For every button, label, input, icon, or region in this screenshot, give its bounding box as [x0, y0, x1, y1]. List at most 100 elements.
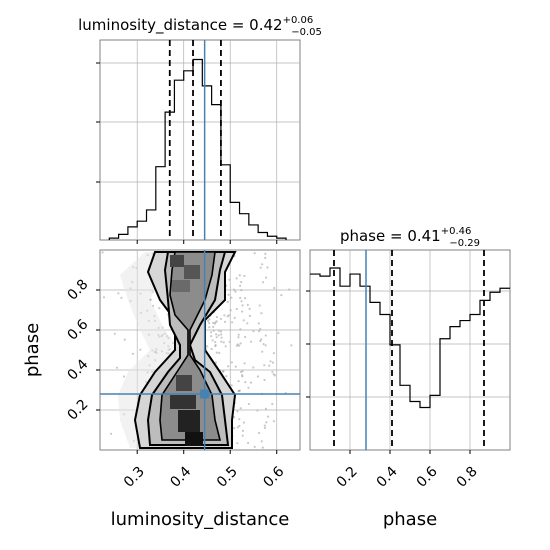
x-tick-label: 0.4	[167, 464, 194, 491]
sample-point	[239, 407, 242, 410]
sample-point	[240, 370, 243, 374]
sample-point	[277, 331, 280, 335]
sample-point	[241, 304, 244, 307]
sample-point	[262, 343, 265, 346]
sample-point	[248, 307, 251, 310]
sample-point	[238, 424, 241, 428]
sample-point	[235, 344, 238, 347]
sample-point	[238, 418, 241, 421]
sample-point	[263, 426, 267, 430]
sample-point	[158, 307, 161, 310]
sample-point	[236, 442, 239, 445]
phase-histogram-panel: 0.2 0.4 0.6 0.8 phase = 0.41+0.46 −0.29 phas…	[306, 226, 511, 530]
sample-point	[113, 332, 116, 335]
sample-point	[264, 276, 268, 279]
sample-point	[253, 445, 256, 448]
sample-point	[259, 339, 262, 343]
sample-point	[208, 318, 211, 321]
sample-point	[280, 294, 283, 297]
sample-point	[247, 386, 250, 389]
sample-point	[264, 252, 267, 255]
sample-point	[264, 344, 267, 347]
sample-point	[272, 352, 275, 355]
sample-point	[230, 384, 233, 387]
sample-point	[227, 293, 230, 296]
sample-point	[247, 441, 250, 445]
y-tick-label: 0.8	[64, 276, 91, 303]
x-tick-label: 0.2	[334, 464, 361, 491]
sample-point	[226, 315, 229, 318]
sample-point	[123, 375, 126, 378]
density-2d-panel: 0.3 0.4 0.5 0.6 0.2 0.4 0.6 0.8 luminosity_dist…	[22, 249, 301, 530]
hist-ticks	[96, 62, 278, 244]
sample-point	[266, 266, 269, 269]
sample-point	[214, 341, 217, 344]
sample-point	[226, 300, 229, 304]
sample-point	[222, 341, 225, 344]
y-axis-label-phase: phase	[22, 323, 43, 377]
x-tick-label: 0.8	[454, 464, 481, 491]
sample-point	[243, 362, 246, 365]
sample-point	[236, 426, 239, 429]
sample-point	[269, 360, 272, 363]
sample-point	[232, 416, 236, 419]
sample-point	[230, 296, 233, 299]
sample-point	[220, 336, 223, 339]
sample-point	[123, 338, 126, 341]
sample-point	[246, 303, 249, 306]
sample-point	[233, 427, 236, 430]
sample-point	[258, 304, 261, 307]
sample-point	[246, 322, 249, 325]
sample-point	[210, 331, 213, 334]
sample-point	[271, 402, 274, 406]
sample-point	[215, 333, 218, 336]
sample-point	[120, 296, 123, 299]
sample-point	[256, 375, 259, 378]
sample-point	[227, 365, 230, 368]
sample-point	[212, 321, 215, 324]
x-axis-label-phase: phase	[383, 509, 437, 530]
histogram-step-line	[108, 58, 287, 240]
sample-point	[241, 429, 245, 432]
sample-point	[242, 421, 245, 424]
sample-point	[212, 325, 215, 328]
sample-point	[205, 345, 209, 348]
sample-point	[263, 364, 266, 367]
sample-point	[223, 314, 226, 317]
sample-point	[272, 373, 275, 376]
sample-point	[290, 344, 293, 347]
sample-point	[263, 378, 266, 382]
hist-frame	[99, 39, 301, 241]
sample-point	[271, 361, 275, 364]
y-tick-label: 0.2	[64, 396, 91, 423]
phase-hist-frame	[309, 249, 511, 451]
sample-point	[214, 345, 217, 348]
sample-point	[239, 342, 242, 345]
sample-point	[237, 333, 240, 336]
sample-point	[214, 361, 217, 364]
sample-point	[240, 281, 243, 284]
sample-point	[261, 446, 264, 449]
sample-point	[223, 320, 227, 323]
sample-point	[110, 432, 113, 435]
sample-point	[273, 286, 276, 290]
sample-point	[243, 274, 246, 278]
sample-point	[264, 334, 267, 337]
hist-title: luminosity_distance = 0.42+0.06 −0.05	[78, 15, 322, 38]
sample-point	[219, 317, 223, 321]
sample-point	[252, 330, 255, 333]
sample-point	[260, 312, 263, 315]
sample-point	[268, 364, 271, 367]
sample-point	[139, 348, 142, 351]
sample-point	[219, 330, 223, 333]
sample-point	[265, 421, 268, 424]
sample-point	[239, 284, 242, 287]
sample-point	[208, 326, 211, 329]
sample-point	[250, 340, 253, 343]
sample-point	[211, 339, 214, 342]
sample-point	[263, 424, 266, 427]
sample-point	[234, 365, 237, 368]
sample-point	[117, 292, 120, 295]
sample-point	[271, 370, 274, 373]
